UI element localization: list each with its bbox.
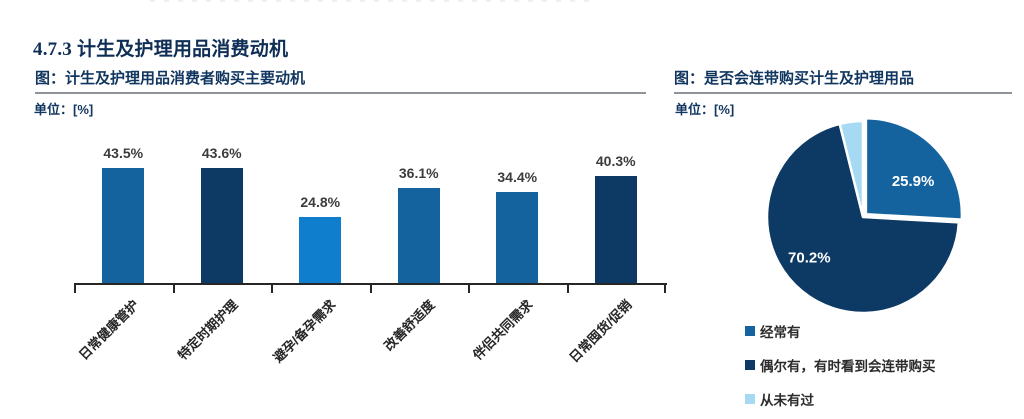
legend-label: 经常有 <box>760 324 801 340</box>
section-title: 4.7.3 计生及护理用品消费动机 <box>33 39 289 60</box>
pie-chart-title: 图：是否会连带购买计生及护理用品 <box>674 70 1012 94</box>
pie-chart-unit-label: 单位：[%] <box>675 102 735 117</box>
axis-tick <box>271 283 273 293</box>
pie-slice <box>765 122 961 315</box>
bar-chart-unit-label: 单位：[%] <box>34 102 94 117</box>
axis-tick <box>468 283 470 293</box>
bar <box>102 168 145 283</box>
pie-slice-label: 25.9% <box>892 173 935 190</box>
legend-item: 从未有过 <box>745 388 936 409</box>
bar <box>299 217 342 283</box>
legend-item: 偶尔有，有时看到会连带购买 <box>745 354 936 375</box>
axis-tick <box>664 283 666 293</box>
axis-tick <box>74 283 76 293</box>
bar <box>496 192 539 283</box>
legend-label: 从未有过 <box>760 392 814 408</box>
axis-tick <box>369 283 372 293</box>
bar-value-label: 43.5% <box>103 145 144 161</box>
bar-value-label: 40.3% <box>595 153 636 169</box>
bar <box>594 176 637 283</box>
bar <box>200 168 243 283</box>
x-axis-label: 日常健康管护 <box>76 297 142 363</box>
legend-label: 偶尔有，有时看到会连带购买 <box>760 358 936 374</box>
pie-slice <box>864 117 964 221</box>
pie-slice <box>838 119 865 219</box>
pie-slice-label: 70.2% <box>788 249 831 266</box>
bar-value-label: 24.8% <box>300 194 341 210</box>
legend-item: 经常有 <box>745 320 936 341</box>
bar-value-label: 34.4% <box>497 169 538 185</box>
bar-chart-plot-area: 43.5% 43.6% 24.8% 36.1% 34.4% 40.3% <box>74 130 667 293</box>
clipped-text-artifact <box>150 0 590 2</box>
bar-value-label: 36.1% <box>398 165 439 181</box>
bar <box>397 188 440 283</box>
pie-chart-legend: 经常有偶尔有，有时看到会连带购买 从未有过 <box>745 320 936 419</box>
pie-chart: 25.9% 70.2% <box>765 117 964 315</box>
bar-value-label: 43.6% <box>201 145 242 161</box>
axis-tick <box>172 283 175 293</box>
legend-swatch <box>745 393 755 404</box>
bar-chart-title: 图：计生及护理用品消费者购买主要动机 <box>35 70 646 94</box>
legend-swatch <box>745 325 755 336</box>
axis-tick <box>566 283 569 293</box>
legend-swatch <box>745 359 755 370</box>
